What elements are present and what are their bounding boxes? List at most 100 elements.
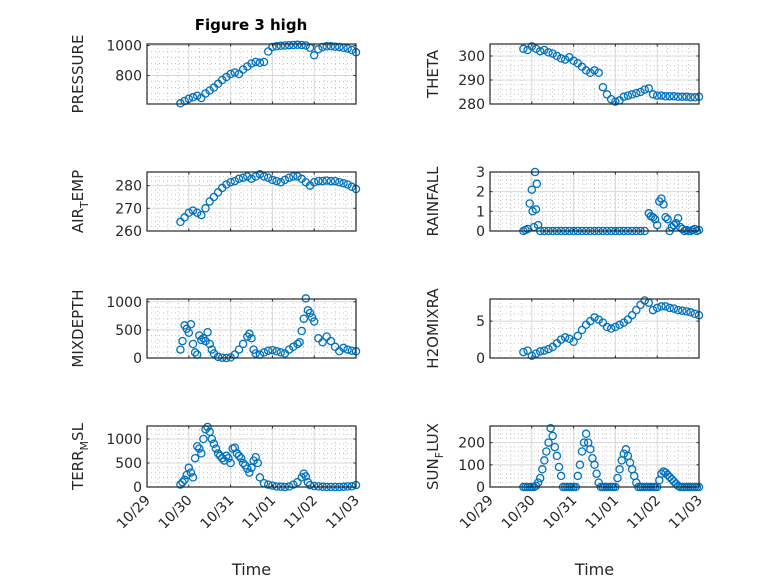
data-point <box>180 475 189 485</box>
y-tick-label: 0 <box>476 351 485 367</box>
data-point <box>577 447 587 456</box>
data-point <box>247 59 256 68</box>
data-point <box>217 453 227 463</box>
data-point <box>251 172 260 181</box>
data-point <box>289 40 298 50</box>
data-point <box>659 200 668 209</box>
data-point <box>192 91 202 101</box>
subplot-row4-right: 0 100 200 SUNFLUX 10/29 10/30 10/31 11/01 11/02 1… <box>424 423 706 579</box>
data-point <box>190 453 200 463</box>
data-point <box>330 342 340 352</box>
data-point <box>176 345 185 354</box>
data-point <box>322 42 331 51</box>
data-point <box>178 336 187 346</box>
subplot-row3-left: 0 500 1000 MIXDEPTH <box>69 289 361 368</box>
data-point <box>268 175 277 185</box>
data-point <box>550 442 560 452</box>
y-tick-label: 280 <box>458 97 485 113</box>
y-tick-label: 500 <box>115 456 142 472</box>
data-point <box>613 473 622 483</box>
data-point <box>556 54 566 63</box>
data-point <box>205 197 214 206</box>
data-point <box>222 180 231 189</box>
data-point <box>307 313 317 322</box>
data-point <box>575 460 585 470</box>
data-point <box>652 303 662 313</box>
y-tick-label: 1 <box>476 204 485 220</box>
data-point <box>184 463 194 473</box>
axes-frame <box>489 171 700 232</box>
data-point <box>192 441 202 451</box>
data-point <box>546 423 555 433</box>
data-point <box>184 208 194 218</box>
data-point <box>590 460 599 470</box>
data-point <box>272 176 281 186</box>
data-point <box>322 176 331 185</box>
data-point <box>527 42 537 51</box>
data-point <box>238 173 248 182</box>
y-axis-label: PRESSURE <box>69 35 87 114</box>
data-point <box>226 177 235 187</box>
data-point <box>343 44 352 53</box>
data-point <box>519 44 528 54</box>
data-point <box>339 179 348 188</box>
figure-title: Figure 3 high <box>195 16 308 34</box>
x-tick-label: 10/30 <box>499 493 539 533</box>
data-point <box>176 99 185 108</box>
data-point <box>301 294 311 303</box>
data-point <box>222 451 231 461</box>
data-point <box>263 47 273 56</box>
data-point <box>661 212 670 222</box>
data-point <box>199 434 208 444</box>
data-point <box>540 346 549 355</box>
data-point <box>326 176 336 186</box>
data-point <box>226 69 235 79</box>
data-point <box>347 182 357 192</box>
data-point <box>238 458 248 468</box>
data-point <box>665 472 674 482</box>
y-axis-label: AIRTEMP <box>69 170 91 233</box>
data-point <box>190 348 200 357</box>
data-point <box>247 174 256 184</box>
data-point <box>188 206 198 215</box>
data-point <box>226 458 235 468</box>
data-point <box>230 68 240 77</box>
data-point <box>594 68 603 78</box>
axes-frame <box>489 43 700 105</box>
data-point <box>301 472 311 481</box>
data-point <box>301 41 311 50</box>
data-point <box>544 344 553 354</box>
y-tick-label: 290 <box>458 73 485 89</box>
data-point <box>309 317 319 326</box>
y-tick-label: 1000 <box>106 432 142 448</box>
data-point <box>586 445 595 454</box>
data-point <box>619 92 629 102</box>
data-point <box>548 49 557 58</box>
data-point <box>276 177 286 187</box>
data-point <box>535 473 545 483</box>
data-point <box>284 345 294 354</box>
data-point <box>594 478 603 487</box>
data-point <box>623 315 633 324</box>
data-point <box>211 444 221 453</box>
data-point <box>230 176 240 186</box>
data-point <box>673 213 683 223</box>
data-point <box>192 208 202 218</box>
data-point <box>245 468 254 477</box>
data-point <box>309 481 319 491</box>
x-tick-label: 11/03 <box>323 493 363 533</box>
y-tick-label: 800 <box>115 69 142 85</box>
data-point <box>602 90 612 99</box>
data-point <box>663 214 672 224</box>
data-point <box>548 431 557 441</box>
data-point <box>309 51 319 60</box>
data-point <box>669 304 679 313</box>
data-point <box>598 82 608 92</box>
axes-frame <box>489 298 700 359</box>
data-point <box>661 302 670 311</box>
data-point <box>623 91 633 100</box>
y-axis-label: SUNFLUX <box>424 423 446 490</box>
data-point <box>293 477 302 487</box>
x-tick-label: 11/01 <box>582 493 622 533</box>
data-point <box>665 303 674 313</box>
